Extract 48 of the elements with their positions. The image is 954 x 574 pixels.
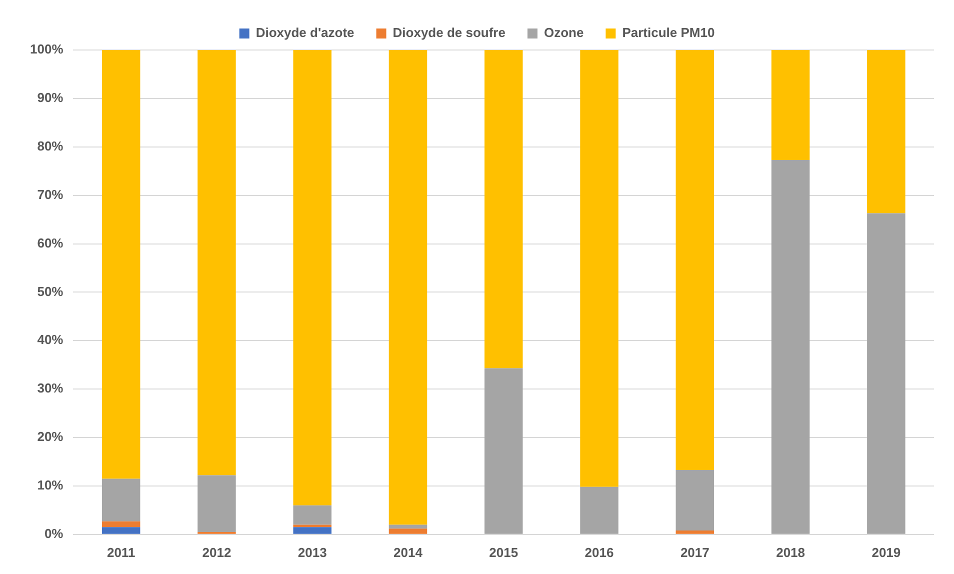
- bar: [102, 50, 140, 479]
- bar: [102, 521, 140, 528]
- bar: [484, 368, 523, 534]
- y-tick-label: 90%: [37, 90, 64, 106]
- bar: [388, 524, 428, 529]
- x-tick-label: 2013: [298, 544, 327, 560]
- bar: [676, 470, 714, 531]
- bar: [293, 505, 332, 525]
- x-tick-label: 2019: [872, 544, 901, 560]
- y-tick-label: 40%: [37, 332, 64, 348]
- y-tick-label: 70%: [37, 186, 64, 202]
- bar: [484, 50, 523, 368]
- y-tick-label: 0%: [44, 526, 64, 541]
- y-tick-label: 10%: [37, 478, 64, 493]
- legend-label: Dioxyde d'azote: [256, 25, 354, 40]
- bar: [580, 50, 618, 487]
- bar: [198, 475, 236, 532]
- bar: [388, 50, 428, 525]
- x-tick-label: 2016: [584, 544, 614, 560]
- y-tick-label: 50%: [37, 284, 64, 299]
- bar: [771, 160, 810, 534]
- bar: [867, 50, 906, 214]
- y-tick-label: 60%: [37, 235, 64, 250]
- legend-label: Particule PM10: [622, 25, 715, 40]
- y-tick-label: 20%: [37, 429, 64, 444]
- bar: [102, 527, 140, 534]
- bar: [580, 486, 618, 534]
- x-tick-label: 2014: [394, 544, 424, 560]
- bar: [676, 530, 714, 534]
- bar: [293, 50, 332, 506]
- y-tick-label: 100%: [30, 42, 64, 57]
- x-tick-label: 2011: [106, 544, 136, 560]
- bar: [293, 524, 332, 528]
- bar: [198, 50, 236, 476]
- bar: [293, 527, 332, 534]
- legend-label: Dioxyde de soufre: [392, 25, 506, 40]
- bar: [771, 50, 810, 160]
- x-tick-label: 2015: [489, 544, 518, 560]
- x-tick-label: 2012: [202, 544, 232, 560]
- y-tick-label: 80%: [37, 138, 64, 154]
- bar: [388, 528, 428, 534]
- x-tick-label: 2018: [776, 544, 805, 560]
- bar: [102, 478, 140, 522]
- bar: [676, 50, 714, 470]
- y-tick-label: 30%: [37, 380, 64, 396]
- bar: [867, 213, 906, 534]
- legend-label: Ozone: [544, 25, 584, 40]
- x-tick-label: 2017: [680, 544, 710, 560]
